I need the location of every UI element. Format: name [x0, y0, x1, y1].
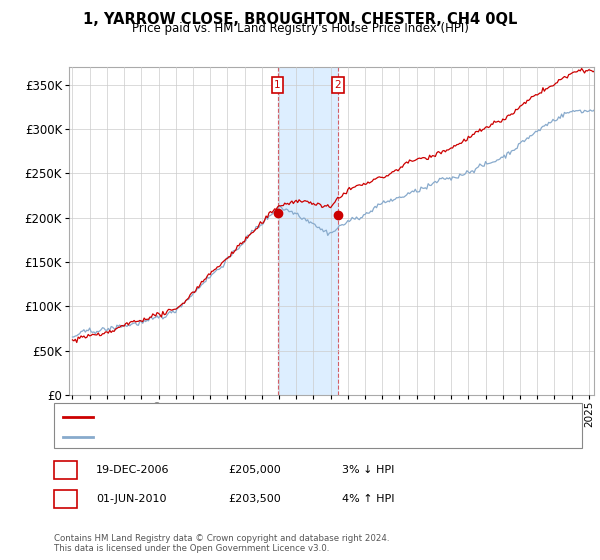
- Text: 1: 1: [274, 80, 281, 90]
- Text: 3% ↓ HPI: 3% ↓ HPI: [342, 465, 394, 475]
- Bar: [278, 67, 338, 395]
- Text: 19-DEC-2006: 19-DEC-2006: [96, 465, 170, 475]
- Text: 01-JUN-2010: 01-JUN-2010: [96, 494, 167, 504]
- Text: Contains HM Land Registry data © Crown copyright and database right 2024.
This d: Contains HM Land Registry data © Crown c…: [54, 534, 389, 553]
- Text: Price paid vs. HM Land Registry's House Price Index (HPI): Price paid vs. HM Land Registry's House …: [131, 22, 469, 35]
- Text: 4% ↑ HPI: 4% ↑ HPI: [342, 494, 395, 504]
- Text: 1, YARROW CLOSE, BROUGHTON, CHESTER, CH4 0QL (detached house): 1, YARROW CLOSE, BROUGHTON, CHESTER, CH4…: [99, 412, 491, 422]
- Text: HPI: Average price, detached house, Flintshire: HPI: Average price, detached house, Flin…: [99, 432, 352, 442]
- Text: £203,500: £203,500: [228, 494, 281, 504]
- Text: 2: 2: [335, 80, 341, 90]
- Text: 1: 1: [62, 463, 69, 477]
- Text: 2: 2: [62, 492, 69, 506]
- Text: 1, YARROW CLOSE, BROUGHTON, CHESTER, CH4 0QL: 1, YARROW CLOSE, BROUGHTON, CHESTER, CH4…: [83, 12, 517, 27]
- Text: £205,000: £205,000: [228, 465, 281, 475]
